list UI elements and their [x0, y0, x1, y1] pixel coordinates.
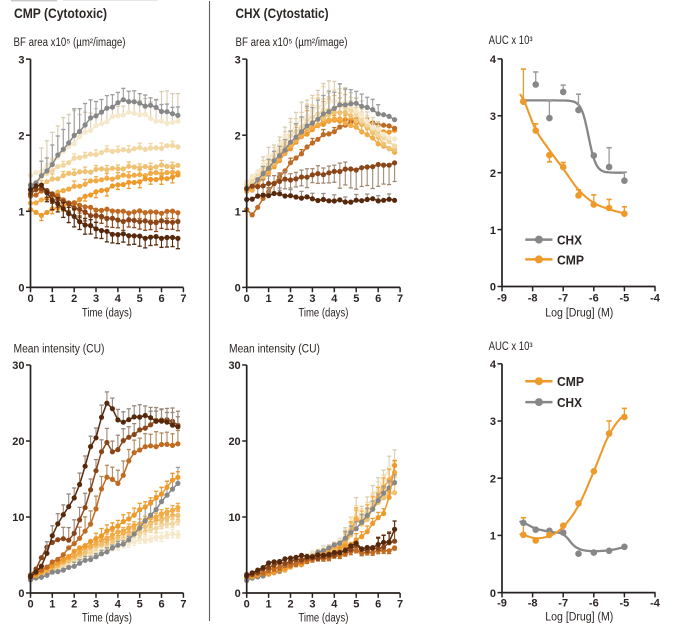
svg-text:0: 0 — [244, 293, 250, 305]
svg-text:Mean intensity (CU): Mean intensity (CU) — [229, 344, 320, 356]
svg-text:Time (days): Time (days) — [82, 613, 132, 625]
svg-text:0: 0 — [490, 282, 496, 294]
svg-text:2: 2 — [490, 473, 496, 485]
svg-text:20: 20 — [228, 436, 240, 448]
svg-text:2: 2 — [18, 130, 24, 142]
svg-text:5: 5 — [137, 293, 143, 305]
svg-text:-8: -8 — [528, 293, 538, 305]
svg-text:-6: -6 — [589, 598, 599, 610]
svg-text:2: 2 — [287, 599, 293, 611]
svg-text:4: 4 — [331, 293, 338, 305]
svg-text:0: 0 — [18, 283, 24, 295]
svg-text:2: 2 — [235, 130, 241, 142]
svg-text:20: 20 — [12, 436, 24, 448]
svg-text:-5: -5 — [620, 293, 630, 305]
svg-text:3: 3 — [309, 599, 315, 611]
svg-text:6: 6 — [158, 599, 164, 611]
svg-text:10: 10 — [228, 512, 240, 524]
svg-text:-9: -9 — [497, 598, 507, 610]
svg-text:3: 3 — [93, 293, 99, 305]
svg-text:AUC x 10³: AUC x 10³ — [489, 341, 533, 353]
svg-text:-4: -4 — [650, 598, 661, 610]
svg-text:3: 3 — [309, 293, 315, 305]
svg-text:5: 5 — [353, 599, 359, 611]
svg-text:Time (days): Time (days) — [82, 308, 132, 320]
svg-text:6: 6 — [375, 293, 381, 305]
svg-text:3: 3 — [490, 416, 496, 428]
svg-text:1: 1 — [235, 207, 241, 219]
svg-text:6: 6 — [158, 293, 164, 305]
svg-text:1: 1 — [18, 207, 24, 219]
svg-text:30: 30 — [12, 360, 24, 372]
svg-text:-6: -6 — [589, 293, 599, 305]
svg-text:1: 1 — [490, 225, 496, 237]
svg-text:2: 2 — [71, 293, 77, 305]
svg-text:CMP: CMP — [557, 252, 584, 267]
svg-text:1: 1 — [490, 531, 496, 543]
svg-text:1: 1 — [49, 599, 55, 611]
svg-text:3: 3 — [235, 54, 241, 66]
svg-text:BF area x10⁵ (µm²/image): BF area x10⁵ (µm²/image) — [14, 37, 126, 49]
svg-text:Time (days): Time (days) — [298, 308, 348, 320]
svg-text:AUC x 10³: AUC x 10³ — [489, 35, 533, 47]
svg-text:3: 3 — [18, 54, 24, 66]
svg-text:5: 5 — [137, 599, 143, 611]
svg-text:1: 1 — [49, 293, 55, 305]
svg-text:7: 7 — [397, 599, 403, 611]
svg-text:Mean intensity (CU): Mean intensity (CU) — [14, 344, 105, 356]
svg-text:Time (days): Time (days) — [298, 613, 348, 625]
svg-text:CHX: CHX — [557, 233, 582, 248]
svg-text:10: 10 — [12, 512, 24, 524]
svg-text:2: 2 — [490, 168, 496, 180]
svg-text:7: 7 — [397, 293, 403, 305]
svg-text:-4: -4 — [650, 293, 661, 305]
svg-text:3: 3 — [490, 111, 496, 123]
svg-text:0: 0 — [27, 293, 33, 305]
svg-text:4: 4 — [490, 359, 497, 371]
svg-text:3: 3 — [93, 599, 99, 611]
svg-text:Log [Drug] (M): Log [Drug] (M) — [545, 612, 613, 624]
svg-text:4: 4 — [115, 599, 122, 611]
svg-text:-7: -7 — [558, 598, 568, 610]
svg-text:Log [Drug] (M): Log [Drug] (M) — [545, 308, 613, 320]
svg-text:-9: -9 — [497, 293, 507, 305]
svg-text:CMP: CMP — [557, 374, 584, 389]
svg-text:6: 6 — [375, 599, 381, 611]
svg-text:5: 5 — [353, 293, 359, 305]
svg-text:4: 4 — [331, 599, 338, 611]
svg-text:2: 2 — [71, 599, 77, 611]
svg-text:0: 0 — [490, 588, 496, 600]
svg-text:7: 7 — [180, 293, 186, 305]
svg-text:4: 4 — [490, 54, 497, 66]
svg-text:2: 2 — [287, 293, 293, 305]
svg-text:0: 0 — [27, 599, 33, 611]
svg-text:7: 7 — [180, 599, 186, 611]
svg-text:0: 0 — [235, 588, 241, 600]
svg-text:-8: -8 — [528, 598, 538, 610]
svg-text:CMP (Cytotoxic): CMP (Cytotoxic) — [14, 6, 107, 21]
svg-text:BF area x10⁵ (µm²/image): BF area x10⁵ (µm²/image) — [236, 37, 348, 49]
svg-text:1: 1 — [266, 599, 272, 611]
svg-text:0: 0 — [244, 599, 250, 611]
svg-text:4: 4 — [115, 293, 122, 305]
svg-text:0: 0 — [18, 588, 24, 600]
svg-text:1: 1 — [266, 293, 272, 305]
svg-text:-7: -7 — [558, 293, 568, 305]
svg-text:CHX: CHX — [557, 395, 582, 410]
svg-text:30: 30 — [228, 360, 240, 372]
svg-text:0: 0 — [235, 283, 241, 295]
svg-text:CHX (Cytostatic): CHX (Cytostatic) — [236, 6, 329, 21]
svg-text:-5: -5 — [620, 598, 630, 610]
